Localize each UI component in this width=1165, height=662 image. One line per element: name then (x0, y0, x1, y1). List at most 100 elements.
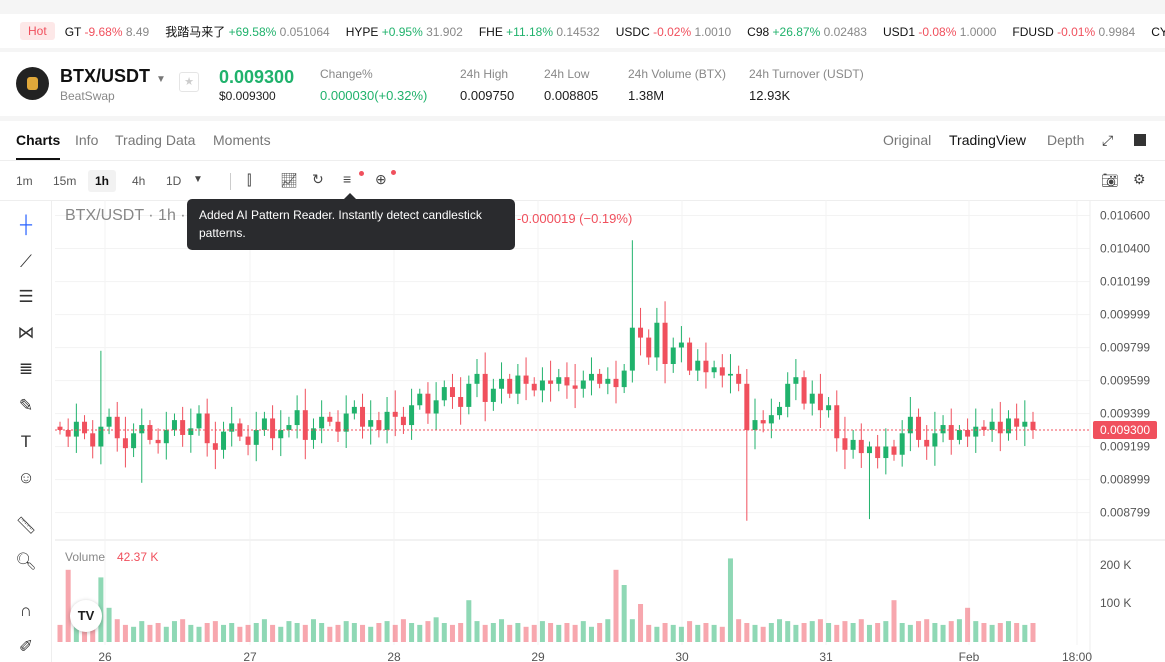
volume-bar (948, 621, 954, 642)
ticker-text: 0.02483 (823, 24, 867, 39)
ticker-bar: Hot GT -9.68% 8.49 我踏马来了 +69.58% 0.051064… (0, 14, 1165, 48)
candle-body (139, 425, 145, 434)
zoom-in-icon[interactable]: 🔍︎ (15, 552, 37, 571)
volume-bar (360, 624, 366, 642)
stat-volume: 24h Volume (BTX) 1.38M (628, 67, 727, 103)
volume-bar (400, 619, 406, 642)
ticker-item[interactable]: USDC -0.02% 1.0010 (616, 25, 731, 39)
layout-icon[interactable] (1134, 134, 1146, 146)
crosshair-icon[interactable]: ┼ (19, 215, 33, 234)
ticker-text: CY (1151, 24, 1165, 39)
volume-bar (384, 621, 390, 642)
hot-badge[interactable]: Hot (20, 22, 55, 40)
parallel-lines-icon[interactable]: ☰ (18, 287, 34, 306)
tradingview-logo[interactable]: TV (70, 600, 102, 632)
tab-tradingview[interactable]: TradingView (949, 132, 1027, 148)
pair-selector[interactable]: BTX/USDT ▼ (60, 66, 166, 87)
ticker-text: C98 (747, 24, 770, 39)
text-icon[interactable]: T (20, 432, 32, 451)
candle-body (572, 385, 578, 389)
tab-charts[interactable]: Charts (16, 132, 61, 160)
volume-bar (711, 624, 717, 642)
tab-depth[interactable]: Depth (1047, 132, 1085, 148)
brush-icon[interactable]: ✎ (18, 396, 34, 415)
ticker-item[interactable]: 我踏马来了 +69.58% 0.051064 (165, 25, 329, 39)
magnet-icon[interactable]: ∩ (19, 601, 33, 620)
volume-bar (539, 621, 545, 642)
timeframe-15m[interactable]: 15m (53, 174, 77, 188)
candle-body (221, 431, 227, 450)
camera-icon[interactable]: 📷︎ (1101, 172, 1119, 188)
candle-body (638, 327, 644, 338)
candle-body (621, 370, 627, 388)
favorite-star-icon[interactable]: ★ (179, 72, 199, 92)
volume-bar (409, 623, 415, 642)
expand-icon[interactable]: ⤢ (1102, 132, 1114, 148)
time-tick: 18:00 (1062, 650, 1092, 662)
ticker-item[interactable]: CY (1151, 25, 1165, 39)
volume-bar (760, 626, 766, 642)
fibonacci-icon[interactable]: ≣ (18, 359, 34, 378)
settings-gear-icon[interactable]: ⚙ (1133, 171, 1146, 187)
candle-body (433, 400, 439, 414)
candle-body (711, 367, 717, 373)
candle-body (687, 342, 693, 371)
trend-line-icon[interactable]: ⟋ (20, 252, 32, 271)
ticker-item[interactable]: C98 +26.87% 0.02483 (747, 25, 867, 39)
candle-type-icon[interactable]: ⫿ (247, 172, 252, 188)
volume-bar (253, 623, 259, 642)
timeframe-4h[interactable]: 4h (132, 174, 146, 188)
candle-body (376, 420, 382, 430)
stat-low: 24h Low 0.008805 (544, 67, 599, 103)
candle-body (458, 397, 464, 407)
candle-body (163, 430, 169, 444)
emoji-icon[interactable]: ☺ (17, 468, 35, 487)
candle-body (114, 416, 120, 439)
volume-bar (842, 621, 848, 642)
volume-bar (613, 569, 619, 642)
volume-bar (703, 623, 709, 642)
time-tick: 31 (819, 650, 833, 662)
tab-moments[interactable]: Moments (213, 132, 271, 148)
volume-bar (441, 623, 447, 642)
volume-bar (654, 626, 660, 642)
volume-bar (417, 624, 423, 642)
volume-bar (719, 626, 725, 642)
ticker-item[interactable]: USD1 -0.08% 1.0000 (883, 25, 996, 39)
indicators-icon[interactable]: 📈︎ (280, 172, 298, 188)
tab-original[interactable]: Original (883, 132, 932, 148)
candle-body (727, 373, 733, 376)
candle-body (1014, 418, 1020, 427)
tab-info[interactable]: Info (75, 132, 99, 148)
candle-body (556, 377, 562, 384)
pattern-reader-icon[interactable]: ≡ (343, 171, 352, 187)
price-tick: 0.008799 (1100, 506, 1150, 520)
ticker-item[interactable]: FDUSD -0.01% 0.9984 (1012, 25, 1135, 39)
candle-body (907, 416, 913, 434)
ticker-item[interactable]: HYPE +0.95% 31.902 (346, 25, 463, 39)
volume-bar (499, 619, 505, 642)
volume-bar (556, 624, 562, 642)
volume-bar (629, 619, 635, 642)
ticker-text: +69.58% (228, 24, 277, 39)
candle-body (286, 425, 292, 430)
volume-bar (866, 624, 872, 642)
volume-bar (752, 624, 758, 642)
pencil-lock-icon[interactable]: ✐ (18, 637, 34, 656)
ticker-text: 0.14532 (556, 24, 600, 39)
candle-body (948, 425, 954, 440)
tab-trading-data[interactable]: Trading Data (115, 132, 196, 148)
ticker-item[interactable]: GT -9.68% 8.49 (65, 25, 150, 39)
add-icon[interactable]: ⊕ (375, 171, 387, 187)
pattern-nodes-icon[interactable]: ⋈ (17, 323, 35, 342)
time-tick: 28 (387, 650, 401, 662)
volume-bar (196, 626, 202, 642)
replay-icon[interactable]: ↻ (312, 171, 324, 187)
ruler-icon[interactable]: 📏︎ (15, 516, 37, 535)
timeframe-dropdown-icon[interactable]: ▼ (193, 174, 203, 185)
timeframe-1d[interactable]: 1D (166, 174, 182, 188)
ticker-item[interactable]: FHE +11.18% 0.14532 (479, 25, 600, 39)
timeframe-1m[interactable]: 1m (16, 174, 33, 188)
timeframe-1h[interactable]: 1h (88, 170, 117, 192)
